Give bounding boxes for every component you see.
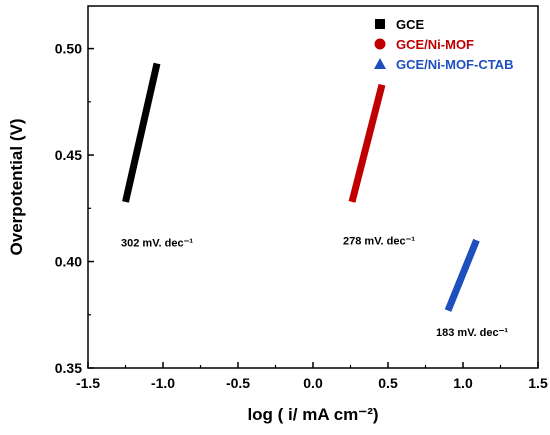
x-tick-label: -0.5: [226, 375, 250, 391]
legend-label: GCE/Ni-MOF: [396, 37, 474, 52]
y-axis-title: Overpotential (V): [7, 119, 26, 256]
legend: GCE GCE/Ni-MOF GCE/Ni-MOF-CTAB: [374, 17, 513, 72]
x-tick-label: -1.0: [151, 375, 175, 391]
x-tick-label: -1.5: [76, 375, 100, 391]
tick-labels: -1.5 -1.0 -0.5 0.0 0.5 1.0 1.5 0.35 0.40 0.45 0.50: [55, 41, 548, 391]
x-tick-label: 1.5: [528, 375, 548, 391]
x-tick-label: 1.0: [453, 375, 473, 391]
legend-marker-square: [375, 19, 385, 29]
y-tick-label: 0.35: [55, 360, 82, 376]
x-tick-label: 0.5: [378, 375, 398, 391]
x-axis-title: log ( i/ mA cm⁻²): [247, 405, 378, 424]
y-tick-label: 0.40: [55, 254, 82, 270]
slope-label: 278 mV. dec⁻¹: [343, 235, 415, 247]
legend-marker-circle: [374, 38, 386, 50]
series-line-gce: [122, 62, 161, 203]
legend-label: GCE: [396, 17, 425, 32]
x-tick-label: 0.0: [303, 375, 323, 391]
legend-marker-triangle: [374, 58, 386, 69]
legend-label: GCE/Ni-MOF-CTAB: [396, 57, 513, 72]
axis-ticks: [87, 47, 539, 369]
series-lines: [122, 62, 480, 312]
y-tick-label: 0.45: [55, 147, 82, 163]
y-tick-label: 0.50: [55, 41, 82, 57]
series-line-gce-ni-mof-ctab: [444, 238, 480, 312]
slope-label: 302 mV. dec⁻¹: [121, 238, 193, 250]
slope-label: 183 mV. dec⁻¹: [436, 327, 508, 339]
series-line-gce-ni-mof: [348, 83, 386, 203]
slope-annotations: 302 mV. dec⁻¹ 278 mV. dec⁻¹ 183 mV. dec⁻¹: [121, 235, 508, 339]
